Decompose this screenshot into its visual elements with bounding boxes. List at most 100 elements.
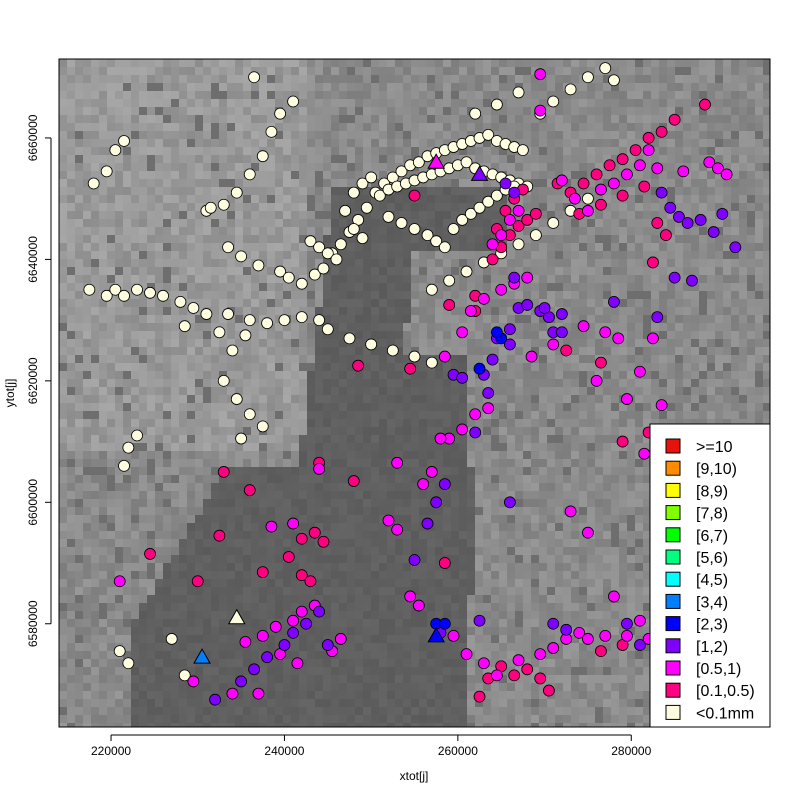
terrain-cell	[363, 299, 371, 307]
terrain-cell	[763, 387, 770, 395]
terrain-cell	[267, 291, 275, 299]
terrain-cell	[99, 99, 107, 107]
terrain-cell	[467, 387, 475, 395]
terrain-cell	[291, 427, 299, 435]
terrain-cell	[531, 251, 539, 259]
terrain-cell	[331, 67, 339, 75]
terrain-cell	[299, 323, 307, 331]
terrain-cell	[611, 403, 619, 411]
terrain-cell	[387, 363, 395, 371]
terrain-cell	[203, 419, 211, 427]
terrain-cell	[459, 187, 467, 195]
terrain-cell	[683, 195, 691, 203]
terrain-cell	[59, 355, 67, 363]
terrain-cell	[179, 243, 187, 251]
terrain-cell	[579, 91, 587, 99]
terrain-cell	[683, 403, 691, 411]
terrain-cell	[419, 203, 427, 211]
terrain-cell	[251, 139, 259, 147]
terrain-cell	[339, 403, 347, 411]
terrain-cell	[211, 315, 219, 323]
terrain-cell	[587, 219, 595, 227]
terrain-cell	[347, 155, 355, 163]
terrain-cell	[267, 163, 275, 171]
terrain-cell	[419, 219, 427, 227]
terrain-cell	[131, 115, 139, 123]
terrain-cell	[531, 491, 539, 499]
terrain-cell	[515, 339, 523, 347]
terrain-cell	[579, 291, 587, 299]
terrain-cell	[83, 59, 91, 67]
terrain-cell	[275, 179, 283, 187]
terrain-cell	[323, 259, 331, 267]
terrain-cell	[643, 371, 651, 379]
terrain-cell	[155, 59, 163, 67]
terrain-cell	[667, 291, 675, 299]
terrain-cell	[723, 219, 731, 227]
terrain-cell	[731, 307, 739, 315]
terrain-cell	[763, 347, 770, 355]
terrain-cell	[419, 139, 427, 147]
terrain-cell	[563, 411, 571, 419]
terrain-cell	[195, 227, 203, 235]
terrain-cell	[403, 355, 411, 363]
terrain-cell	[411, 483, 419, 491]
terrain-cell	[675, 395, 683, 403]
terrain-cell	[755, 83, 763, 91]
terrain-cell	[395, 227, 403, 235]
terrain-cell	[275, 467, 283, 475]
terrain-cell	[379, 347, 387, 355]
terrain-cell	[491, 427, 499, 435]
terrain-cell	[723, 323, 731, 331]
terrain-cell	[491, 163, 499, 171]
terrain-cell	[163, 403, 171, 411]
terrain-cell	[83, 147, 91, 155]
terrain-cell	[99, 195, 107, 203]
terrain-cell	[531, 435, 539, 443]
terrain-cell	[131, 131, 139, 139]
terrain-cell	[235, 331, 243, 339]
terrain-cell	[755, 59, 763, 67]
terrain-cell	[211, 411, 219, 419]
terrain-cell	[59, 339, 67, 347]
terrain-cell	[667, 379, 675, 387]
terrain-cell	[307, 483, 315, 491]
terrain-cell	[123, 387, 131, 395]
terrain-cell	[107, 211, 115, 219]
terrain-cell	[555, 283, 563, 291]
terrain-cell	[587, 83, 595, 91]
terrain-cell	[627, 195, 635, 203]
terrain-cell	[307, 355, 315, 363]
terrain-cell	[331, 275, 339, 283]
terrain-cell	[315, 395, 323, 403]
terrain-cell	[611, 387, 619, 395]
terrain-cell	[283, 171, 291, 179]
terrain-cell	[659, 243, 667, 251]
terrain-cell	[587, 163, 595, 171]
terrain-cell	[235, 459, 243, 467]
terrain-cell	[763, 283, 770, 291]
terrain-cell	[331, 235, 339, 243]
terrain-cell	[347, 83, 355, 91]
terrain-cell	[539, 491, 547, 499]
terrain-cell	[123, 507, 131, 515]
terrain-cell	[451, 307, 459, 315]
terrain-cell	[139, 499, 147, 507]
terrain-cell	[227, 435, 235, 443]
terrain-cell	[603, 379, 611, 387]
terrain-cell	[563, 227, 571, 235]
terrain-cell	[187, 155, 195, 163]
terrain-cell	[571, 259, 579, 267]
terrain-cell	[403, 347, 411, 355]
terrain-cell	[603, 307, 611, 315]
terrain-cell	[363, 131, 371, 139]
terrain-cell	[755, 251, 763, 259]
terrain-cell	[171, 187, 179, 195]
terrain-cell	[267, 75, 275, 83]
terrain-cell	[331, 411, 339, 419]
terrain-cell	[267, 195, 275, 203]
terrain-cell	[619, 379, 627, 387]
terrain-cell	[603, 483, 611, 491]
terrain-cell	[75, 435, 83, 443]
terrain-cell	[147, 355, 155, 363]
